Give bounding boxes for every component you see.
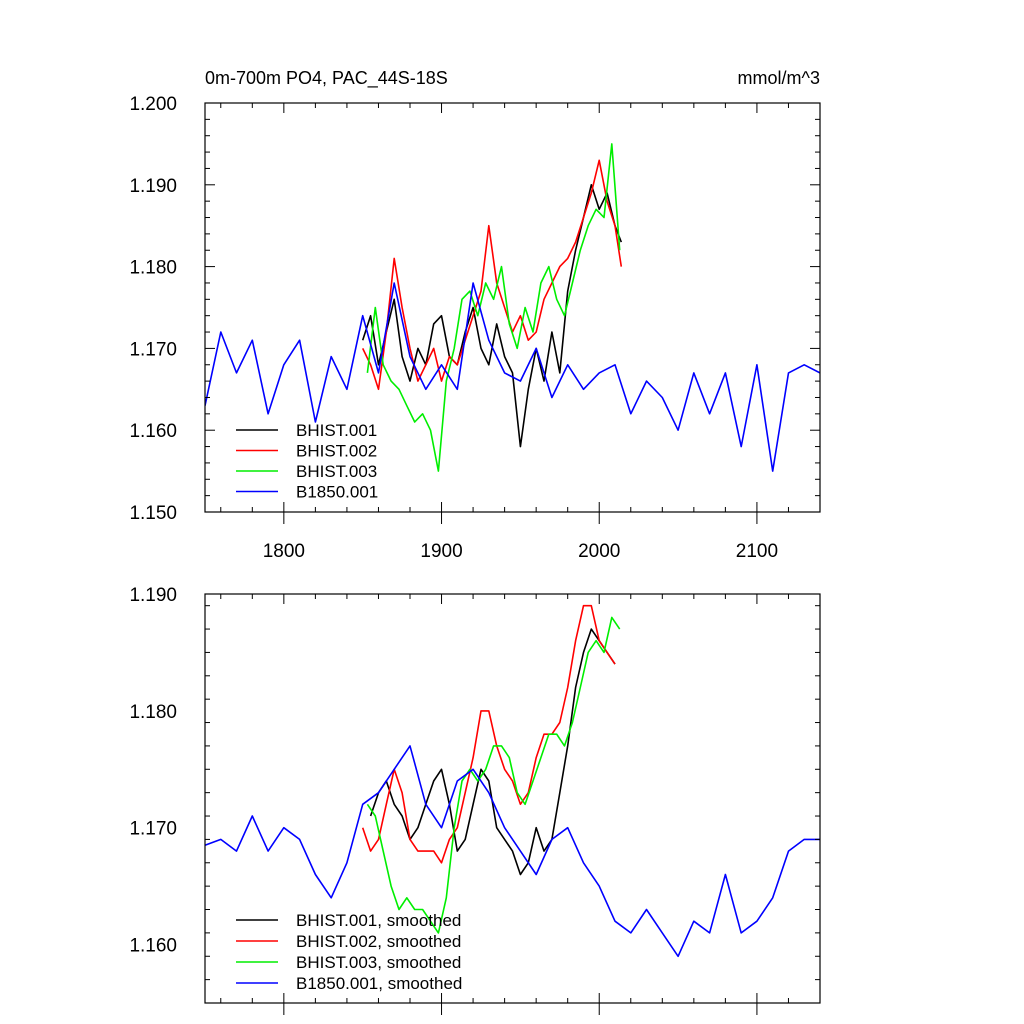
y-tick-label: 1.190 — [129, 176, 177, 197]
series-line-bottom-0 — [369, 628, 616, 876]
legend-label: B1850.001 — [296, 483, 378, 502]
plot-frame — [204, 102, 821, 513]
series-lines — [205, 604, 820, 958]
x-tick-label: 2100 — [736, 541, 778, 562]
series-line-top-0 — [361, 184, 623, 448]
series-lines — [205, 143, 820, 472]
y-tick-label: 1.170 — [129, 339, 177, 360]
chart-title: 0m-700m PO4, PAC_44S-18S — [205, 68, 448, 89]
x-tick-label: 1800 — [263, 541, 305, 562]
legend-label: B1850.001, smoothed — [296, 974, 462, 993]
series-line-bottom-1 — [361, 604, 616, 864]
y-tick-label: 1.160 — [129, 421, 177, 442]
legend-label: BHIST.001 — [296, 421, 377, 440]
series-line-bottom-3 — [205, 745, 820, 958]
legend-label: BHIST.002 — [296, 442, 377, 461]
series-line-top-3 — [205, 282, 820, 472]
legend-label: BHIST.003, smoothed — [296, 953, 461, 972]
x-tick-label: 1900 — [420, 541, 462, 562]
legend-label: BHIST.003 — [296, 462, 377, 481]
top-panel: 1.150 1.160 1.170 1.180 1.190 1.200 1800 1900 20… — [129, 68, 821, 562]
series-line-top-1 — [361, 159, 623, 391]
legend: BHIST.001, smoothed BHIST.002, smoothed BH… — [236, 911, 462, 993]
plot-frame — [204, 593, 821, 1004]
y-tick-label: 1.170 — [129, 819, 177, 840]
y-tick-label: 1.180 — [129, 702, 177, 723]
y-tick-label: 1.160 — [129, 936, 177, 957]
legend-label: BHIST.001, smoothed — [296, 911, 461, 930]
series-line-top-2 — [366, 143, 621, 472]
legend-label: BHIST.002, smoothed — [296, 932, 461, 951]
y-tick-label: 1.180 — [129, 258, 177, 279]
series-line-bottom-2 — [366, 616, 621, 934]
units-label: mmol/m^3 — [738, 68, 820, 88]
y-tick-label: 1.190 — [129, 585, 177, 606]
x-tick-label: 2000 — [578, 541, 620, 562]
y-tick-label: 1.200 — [129, 94, 177, 115]
y-tick-label: 1.150 — [129, 503, 177, 524]
